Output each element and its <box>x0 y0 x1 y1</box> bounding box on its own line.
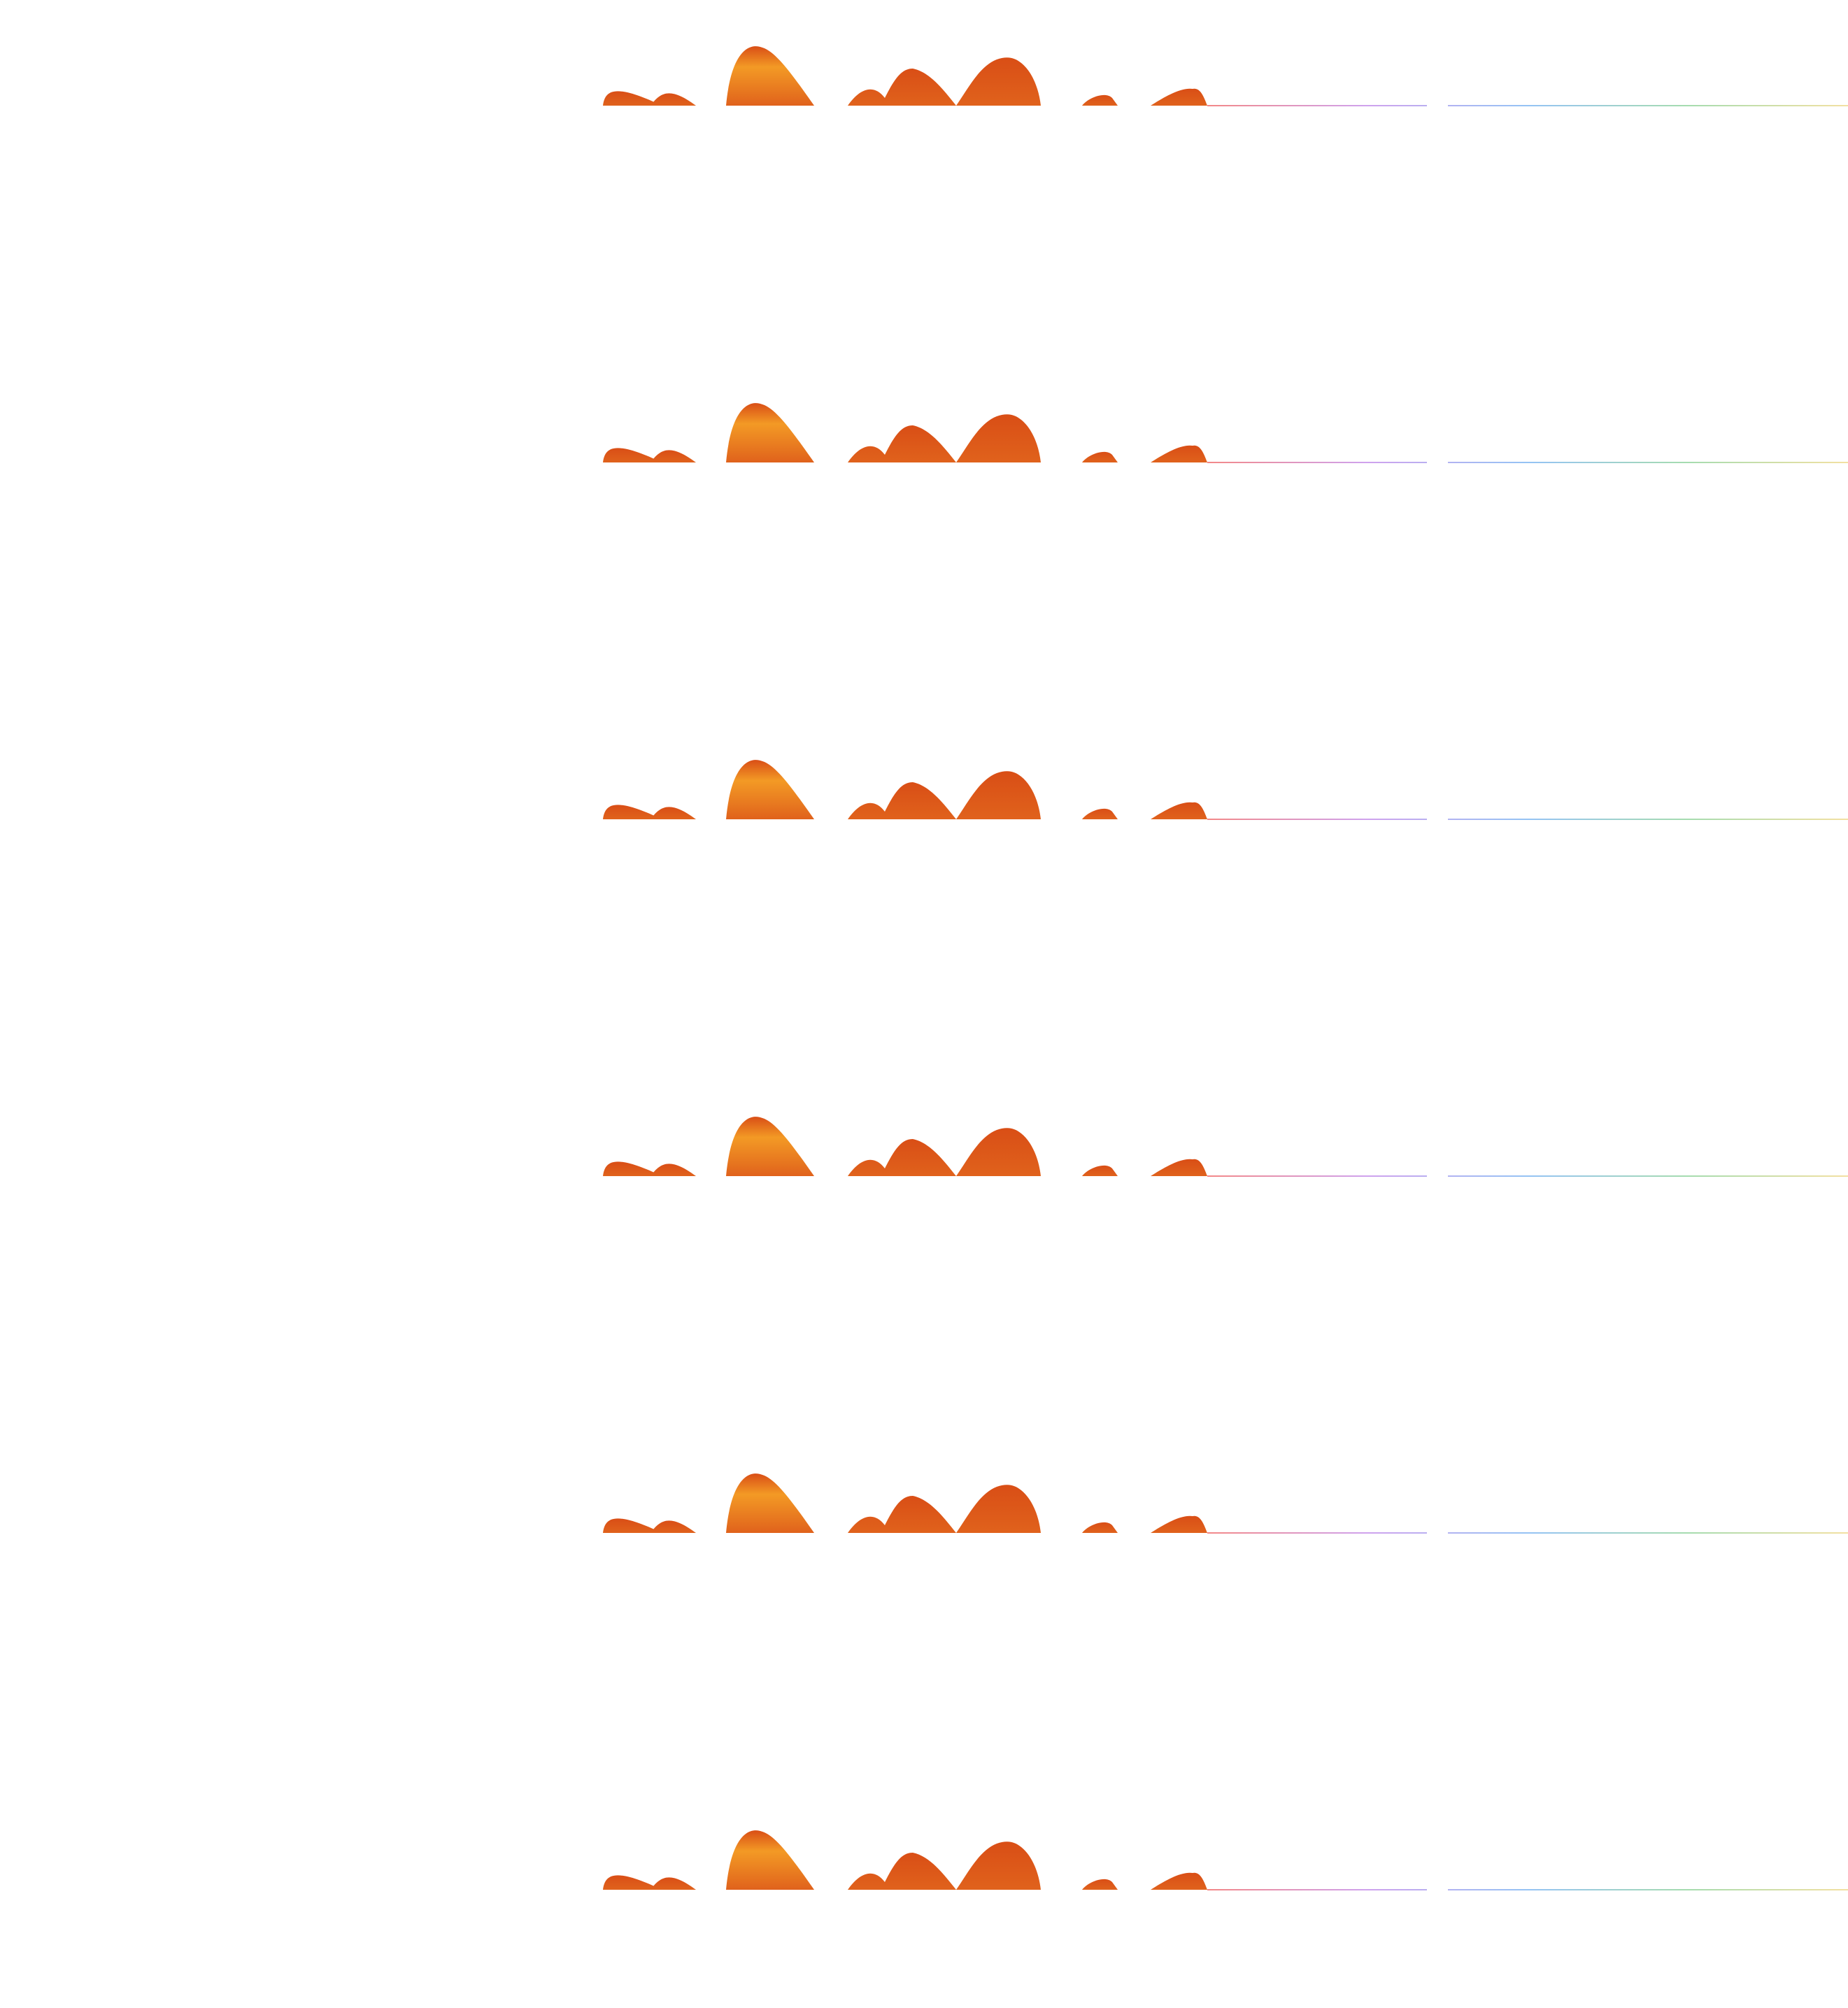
hill-shape <box>848 782 956 819</box>
base-line <box>1207 1532 1848 1534</box>
hill-shape <box>1151 445 1207 462</box>
hills-strip-5 <box>0 1427 1848 1546</box>
hill-shape <box>603 1875 668 1890</box>
base-line <box>1207 1175 1848 1177</box>
hill-shape <box>651 450 696 462</box>
hill-shape <box>1082 808 1118 819</box>
hills-strip-6 <box>0 1784 1848 1903</box>
hills-strip-2 <box>0 357 1848 476</box>
base-line <box>1207 1889 1848 1890</box>
base-line <box>1207 819 1848 820</box>
hill-shape <box>956 57 1041 106</box>
hill-shape <box>1082 1522 1118 1533</box>
hills-illustration <box>603 1830 1848 1890</box>
hill-shape <box>726 1117 814 1176</box>
hill-shape <box>603 91 668 106</box>
hill-shape <box>848 69 956 106</box>
hill-shape <box>651 1877 696 1890</box>
hill-shape <box>1151 1515 1207 1533</box>
base-line-gap <box>1427 1175 1448 1177</box>
hill-shape <box>651 93 696 106</box>
hills-strip-3 <box>0 714 1848 833</box>
hills-illustration <box>603 1473 1848 1534</box>
hills-illustration <box>603 46 1848 106</box>
hill-shape <box>848 1139 956 1176</box>
hill-shape <box>603 448 668 462</box>
hill-shape <box>956 771 1041 819</box>
base-line-gap <box>1427 1889 1448 1890</box>
hill-shape <box>848 1853 956 1890</box>
hills-strip-1 <box>0 0 1848 119</box>
base-line-gap <box>1427 105 1448 106</box>
hill-shape <box>1151 802 1207 819</box>
hill-shape <box>726 1473 814 1533</box>
base-line-gap <box>1427 819 1448 820</box>
hill-shape <box>603 1161 668 1176</box>
hill-shape <box>603 1518 668 1533</box>
base-line <box>1207 105 1848 106</box>
hill-shape <box>726 46 814 106</box>
hill-shape <box>1082 94 1118 106</box>
hill-shape <box>956 1485 1041 1533</box>
hill-shape <box>848 1496 956 1533</box>
hill-shape <box>1082 1165 1118 1176</box>
base-line <box>1207 462 1848 463</box>
hill-shape <box>651 1164 696 1176</box>
hill-shape <box>651 807 696 819</box>
hill-shape <box>603 805 668 819</box>
hill-shape <box>1151 88 1207 106</box>
hill-shape <box>1082 451 1118 462</box>
hills-illustration <box>603 403 1848 463</box>
hills-strip-4 <box>0 1070 1848 1189</box>
hills-illustration <box>603 760 1848 820</box>
hill-shape <box>726 760 814 819</box>
hill-shape <box>726 1830 814 1890</box>
hills-illustration <box>603 1117 1848 1177</box>
hill-shape <box>726 403 814 462</box>
hill-shape <box>956 1841 1041 1890</box>
base-line-gap <box>1427 462 1448 463</box>
hill-shape <box>956 414 1041 462</box>
hill-shape <box>1151 1159 1207 1176</box>
hill-shape <box>1151 1872 1207 1890</box>
hill-shape <box>1082 1879 1118 1890</box>
hill-shape <box>651 1520 696 1533</box>
base-line-gap <box>1427 1532 1448 1534</box>
hill-shape <box>848 425 956 462</box>
hill-shape <box>956 1128 1041 1176</box>
